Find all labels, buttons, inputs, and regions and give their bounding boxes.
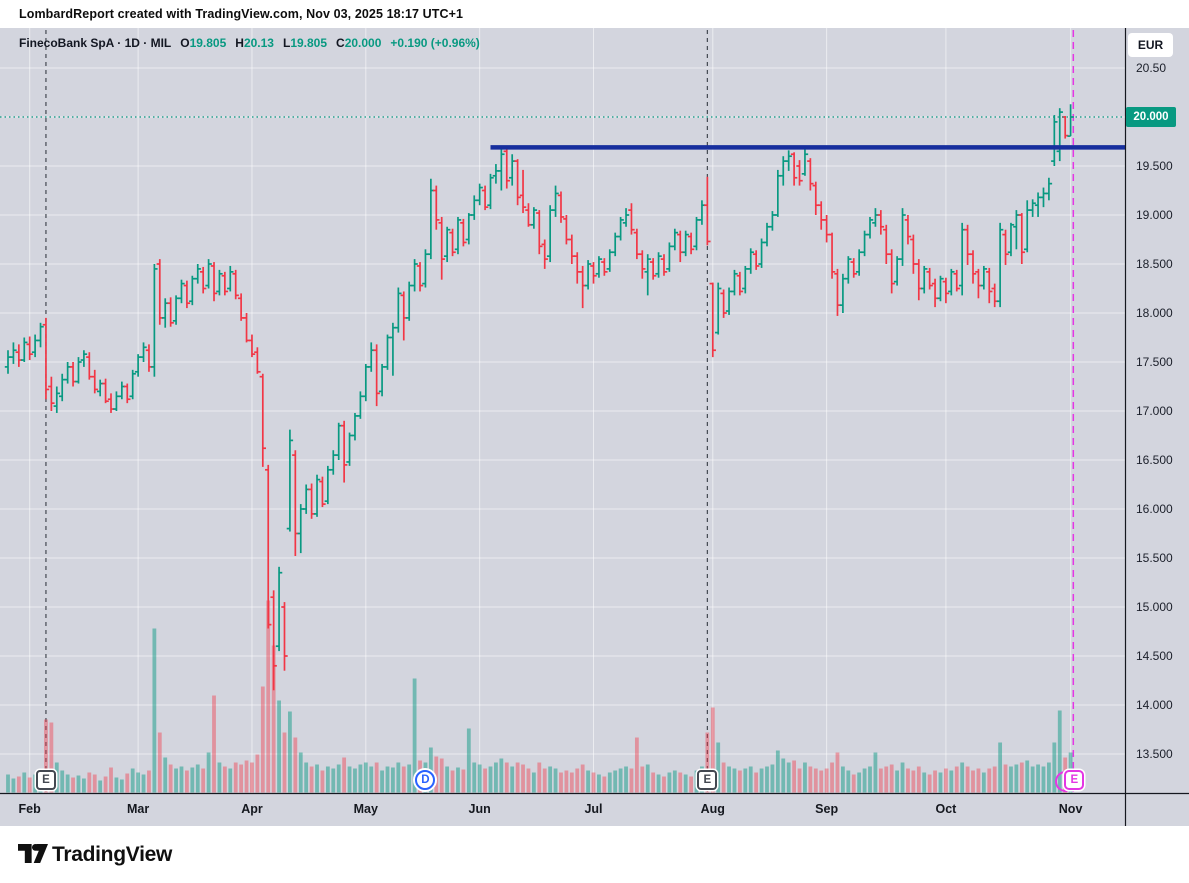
chart-background bbox=[0, 28, 1189, 826]
